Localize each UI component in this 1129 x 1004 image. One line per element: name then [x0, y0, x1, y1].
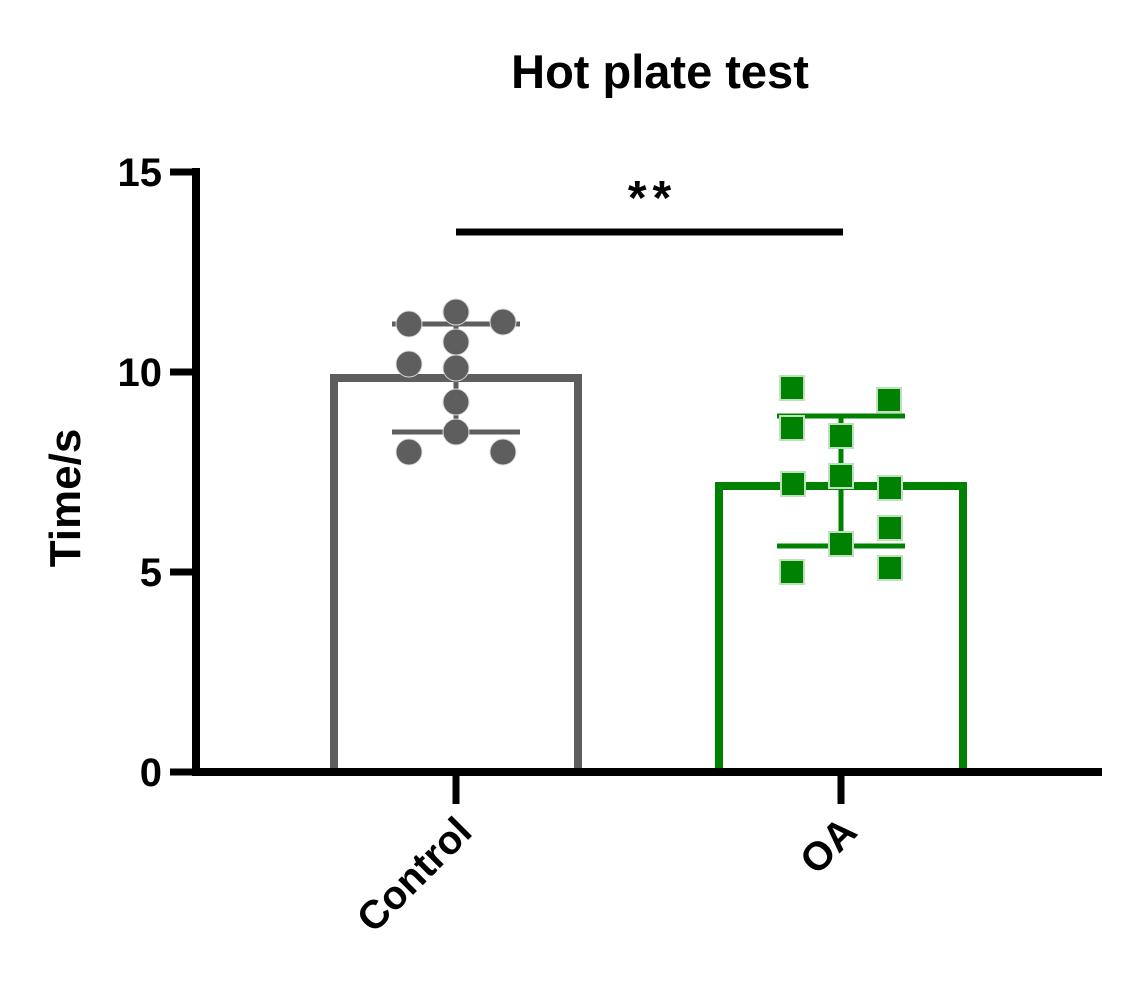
x-category-label-oa: OA: [792, 809, 866, 883]
data-point-circle-control: [442, 354, 470, 382]
y-tick-label: 0: [140, 751, 162, 795]
y-tick-label: 10: [118, 351, 163, 395]
data-point-square-oa: [876, 387, 902, 413]
data-point-circle-control: [395, 438, 423, 466]
data-point-circle-control: [442, 418, 470, 446]
data-point-circle-control: [442, 328, 470, 356]
y-tick-label: 15: [118, 151, 163, 195]
data-point-square-oa: [779, 415, 805, 441]
data-point-square-oa: [828, 423, 854, 449]
data-point-square-oa: [779, 375, 805, 401]
data-point-circle-control: [395, 310, 423, 338]
data-point-circle-control: [442, 298, 470, 326]
data-point-square-oa: [877, 515, 903, 541]
significance-stars: **: [628, 172, 677, 225]
data-point-square-oa: [779, 559, 805, 585]
data-point-circle-control: [395, 350, 423, 378]
x-category-label-control: Control: [349, 809, 481, 941]
data-point-square-oa: [828, 531, 854, 557]
y-tick-label: 5: [140, 551, 162, 595]
data-point-square-oa: [780, 471, 806, 497]
data-point-circle-control: [489, 308, 517, 336]
data-point-square-oa: [828, 463, 854, 489]
data-point-square-oa: [877, 475, 903, 501]
chart-title: Hot plate test: [511, 45, 809, 98]
data-point-circle-control: [489, 438, 517, 466]
data-point-square-oa: [877, 555, 903, 581]
data-point-circle-control: [442, 388, 470, 416]
